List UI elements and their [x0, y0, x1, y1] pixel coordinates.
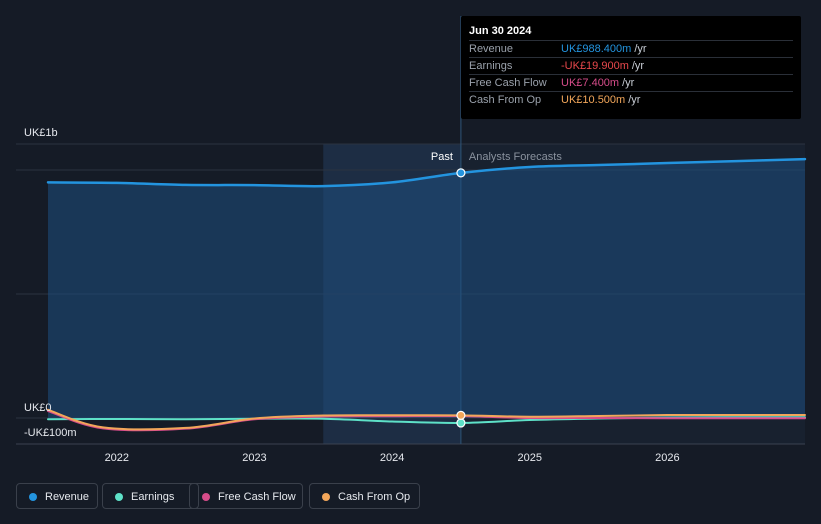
legend-label: Free Cash Flow — [218, 491, 296, 503]
y-tick-label: -UK£100m — [24, 427, 77, 439]
series-line-cash-from-op — [47, 408, 806, 431]
x-tick-label: 2023 — [242, 452, 266, 464]
legend-label: Cash From Op — [338, 491, 411, 503]
highlight-point-earnings — [456, 418, 466, 428]
legend-dot-icon — [202, 493, 210, 501]
tooltip-value-number: UK£988.400m — [561, 43, 632, 55]
legend-label: Revenue — [45, 491, 90, 503]
series-line-revenue — [46, 157, 807, 188]
tooltip-label: Earnings — [469, 60, 513, 72]
series-layer — [46, 157, 807, 432]
revenue-area — [48, 159, 805, 418]
tooltip-value-number: UK£7.400m — [561, 77, 620, 89]
tooltip-unit: /yr — [628, 94, 641, 106]
legend-item-revenue[interactable]: Revenue — [16, 483, 98, 509]
highlight-point-revenue — [456, 168, 466, 178]
tooltip-value: UK£10.500m/yr — [561, 92, 640, 109]
x-tick-label: 2022 — [105, 452, 129, 464]
forecast-label: Analysts Forecasts — [469, 151, 562, 163]
tooltip-unit: /yr — [634, 43, 647, 55]
tooltip-row-free-cash-flow: Free Cash Flow UK£7.400m/yr — [469, 74, 793, 92]
tooltip-unit: /yr — [622, 77, 635, 89]
past-label: Past — [431, 151, 453, 163]
tooltip-label: Revenue — [469, 43, 514, 55]
tooltip-row-cash-from-op: Cash From Op UK£10.500m/yr — [469, 91, 793, 109]
y-tick-label: UK£0 — [24, 402, 52, 414]
x-tick-label: 2026 — [655, 452, 679, 464]
legend-label: Earnings — [131, 491, 175, 503]
tooltip-unit: /yr — [631, 60, 645, 72]
tooltip-date: Jun 30 2024 — [469, 25, 532, 37]
tooltip-row-revenue: Revenue UK£988.400m/yr — [469, 40, 793, 58]
tooltip-value: UK£988.400m/yr — [561, 41, 647, 58]
tooltip-value-number: -UK£19.900m — [561, 60, 629, 72]
y-tick-label: UK£1b — [24, 127, 58, 139]
legend-dot-icon — [115, 493, 123, 501]
highlight-point-cash-from-op — [456, 410, 466, 420]
tooltip-row-earnings: Earnings -UK£19.900m/yr — [469, 57, 793, 75]
legend-item-free-cash-flow[interactable]: Free Cash Flow — [189, 483, 303, 509]
tooltip-value-number: UK£10.500m — [561, 94, 626, 106]
legend-item-earnings[interactable]: Earnings — [102, 483, 199, 509]
x-tick-label: 2024 — [380, 452, 404, 464]
tooltip-value: -UK£19.900m/yr — [561, 58, 644, 75]
x-tick-label: 2025 — [517, 452, 541, 464]
tooltip-label: Cash From Op — [469, 94, 542, 106]
tooltip-label: Free Cash Flow — [469, 77, 547, 89]
legend-dot-icon — [29, 493, 37, 501]
tooltip-panel: Jun 30 2024 Revenue UK£988.400m/yr Earni… — [461, 16, 801, 119]
legend-item-cash-from-op[interactable]: Cash From Op — [309, 483, 420, 509]
chart-text-layer: UK£1b UK£0 -UK£100m 2022 2023 2024 2025 2026 Pas… — [24, 127, 680, 464]
tooltip-value: UK£7.400m/yr — [561, 75, 634, 92]
legend-dot-icon — [322, 493, 330, 501]
